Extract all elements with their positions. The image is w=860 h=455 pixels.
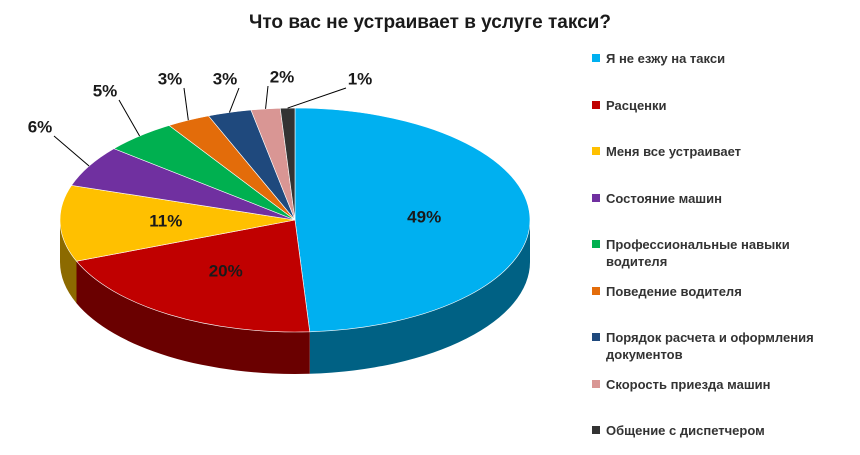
data-label: 1% bbox=[348, 69, 373, 88]
legend-item: Общение с диспетчером bbox=[592, 422, 854, 439]
leader-line bbox=[287, 87, 347, 109]
legend-item: Порядок расчета и оформления документов bbox=[592, 329, 854, 363]
pie-slice bbox=[279, 107, 296, 221]
legend-swatch bbox=[592, 333, 600, 341]
pie-side bbox=[76, 261, 310, 374]
legend-item: Поведение водителя bbox=[592, 283, 854, 300]
pie-side bbox=[60, 220, 77, 304]
leader-line bbox=[118, 99, 141, 137]
legend-label: Расценки bbox=[606, 97, 667, 113]
legend-label: Я не езжу на такси bbox=[606, 51, 726, 66]
chart-title: Что вас не устраивает в услуге такси? bbox=[249, 12, 611, 33]
data-label: 20% bbox=[209, 261, 243, 280]
legend-label: Поведение водителя bbox=[606, 283, 742, 299]
data-label: 49% bbox=[407, 208, 441, 227]
legend-label: Меня все устраивает bbox=[606, 144, 741, 159]
data-label: 2% bbox=[270, 67, 295, 86]
legend-swatch bbox=[592, 193, 600, 202]
legend-swatch bbox=[592, 100, 600, 109]
legend-item: Расценки bbox=[592, 97, 854, 114]
pie-slice bbox=[294, 107, 531, 333]
legend-label: Общение с диспетчером bbox=[606, 423, 765, 438]
legend-label: Порядок расчета и оформления документов bbox=[606, 330, 814, 362]
pie-slice bbox=[59, 185, 296, 262]
legend-item: Состояние машин bbox=[592, 190, 854, 207]
legend-item: Меня все устраивает bbox=[592, 143, 854, 160]
legend-swatch bbox=[592, 286, 600, 295]
legend-swatch bbox=[592, 147, 600, 155]
leader-line bbox=[53, 135, 90, 167]
legend-item: Скорость приезда машин bbox=[592, 376, 854, 393]
data-label: 5% bbox=[93, 81, 118, 100]
pie-slice bbox=[75, 219, 311, 333]
data-label: 11% bbox=[149, 211, 182, 230]
legend-label: Скорость приезда машин bbox=[606, 376, 771, 392]
legend-swatch bbox=[592, 426, 600, 434]
pie-side bbox=[309, 220, 530, 374]
legend-swatch bbox=[592, 379, 600, 388]
data-label: 3% bbox=[158, 69, 183, 88]
legend-label: Профессиональные навыки водителя bbox=[606, 237, 790, 269]
data-label: 6% bbox=[28, 117, 53, 136]
leader-line bbox=[183, 87, 189, 121]
legend-item: Профессиональные навыки водителя bbox=[592, 236, 854, 270]
legend-swatch bbox=[592, 54, 600, 62]
legend-label: Состояние машин bbox=[606, 190, 722, 206]
leader-line bbox=[265, 85, 269, 109]
leader-line bbox=[228, 87, 240, 113]
data-label: 3% bbox=[213, 69, 238, 88]
legend-swatch bbox=[592, 240, 600, 248]
legend-item: Я не езжу на такси bbox=[592, 50, 854, 67]
